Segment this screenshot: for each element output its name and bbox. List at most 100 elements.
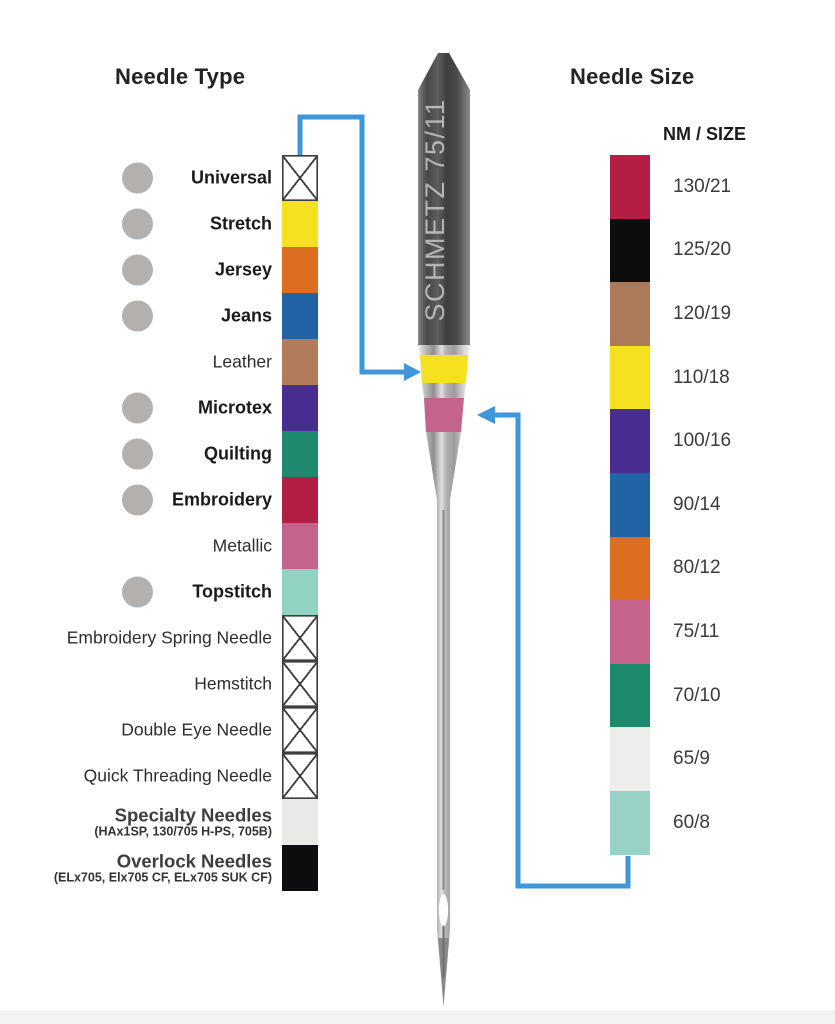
needle-type-row: Overlock Needles (ELx705, Elx705 CF, ELx… <box>40 845 318 891</box>
needle-size-row: 130/21 <box>610 155 835 219</box>
type-label-wrap: Jersey <box>40 260 272 280</box>
type-label-wrap: Microtex <box>40 397 272 418</box>
type-color-swatch <box>282 707 318 753</box>
needle-size-label: 75/11 <box>673 620 720 642</box>
type-label-wrap: Specialty Needles (HAx1SP, 130/705 H-PS,… <box>40 806 272 839</box>
needle-size-row: 70/10 <box>610 663 835 728</box>
needle-size-title: Needle Size <box>570 64 695 89</box>
type-label-wrap: Stretch <box>40 214 272 234</box>
nm-size-header: NM / SIZE <box>663 124 747 144</box>
type-label-wrap: Double Eye Needle <box>40 720 272 740</box>
needle-type-row: Microtex <box>40 385 318 431</box>
needle-type-row: Quick Threading Needle <box>40 753 318 799</box>
needle-illustration: SCHMETZ 75/11 <box>418 53 470 1008</box>
needle-type-label: Metallic <box>212 535 272 556</box>
needle-size-list: 130/21 125/20 120/19 110/18 100/16 90/14… <box>610 155 835 855</box>
size-color-swatch <box>610 409 650 473</box>
type-label-wrap: Embroidery Spring Needle <box>40 627 272 648</box>
type-color-swatch <box>282 201 318 247</box>
needle-type-label: Microtex <box>197 397 272 418</box>
type-dot <box>122 392 153 424</box>
type-color-swatch <box>282 155 318 201</box>
needle-type-row: Leather <box>40 339 318 385</box>
needle-size-row: 120/19 <box>610 282 835 346</box>
type-color-swatch <box>282 293 318 339</box>
needle-type-label: Quilting <box>204 443 272 464</box>
needle-type-row: Embroidery Spring Needle <box>40 615 318 661</box>
needle-size-row: 60/8 <box>610 790 835 855</box>
needle-size-row: 65/9 <box>610 727 835 791</box>
needle-type-title: Needle Type <box>115 64 246 89</box>
type-label-wrap: Quick Threading Needle <box>40 765 272 786</box>
type-dot <box>122 208 153 240</box>
size-color-swatch <box>610 790 650 855</box>
needle-type-label: Overlock Needles <box>116 850 272 872</box>
needle-type-label: Leather <box>212 351 272 372</box>
needle-type-row: Specialty Needles (HAx1SP, 130/705 H-PS,… <box>40 799 318 845</box>
needle-size-label: 100/16 <box>673 430 732 452</box>
needle-shank <box>418 53 470 345</box>
size-color-swatch <box>610 282 650 346</box>
type-label-wrap: Leather <box>40 351 272 372</box>
needle-size-band <box>424 398 464 432</box>
size-color-swatch <box>610 345 650 410</box>
needle-type-row: Universal <box>40 155 318 201</box>
type-label-wrap: Quilting <box>40 443 272 464</box>
needle-type-label: Jeans <box>220 305 272 326</box>
type-dot <box>122 438 153 470</box>
type-color-swatch <box>282 845 318 891</box>
needle-size-label: 80/12 <box>673 557 721 579</box>
type-dot <box>122 484 153 516</box>
size-color-swatch <box>610 472 650 537</box>
needle-size-row: 100/16 <box>610 409 835 473</box>
needle-type-row: Double Eye Needle <box>40 707 318 753</box>
needle-type-label: Embroidery Spring Needle <box>66 627 272 648</box>
size-color-swatch <box>610 218 650 283</box>
type-color-swatch <box>282 615 318 661</box>
needle-type-sublabel: (HAx1SP, 130/705 H-PS, 705B) <box>94 824 272 839</box>
needle-size-label: 60/8 <box>673 811 710 833</box>
needle-size-label: 125/20 <box>673 239 732 261</box>
size-color-swatch <box>610 155 650 219</box>
type-dot <box>122 576 153 608</box>
type-color-swatch <box>282 385 318 431</box>
type-label-wrap: Overlock Needles (ELx705, Elx705 CF, ELx… <box>40 852 272 885</box>
type-label-wrap: Metallic <box>40 535 272 556</box>
needle-type-row: Embroidery <box>40 477 318 523</box>
needle-size-row: 90/14 <box>610 472 835 537</box>
needle-size-row: 110/18 <box>610 345 835 410</box>
needle-size-label: 70/10 <box>673 684 721 706</box>
needle-type-label: Embroidery <box>171 489 272 510</box>
type-label-wrap: Hemstitch <box>40 673 272 694</box>
needle-size-row: 75/11 <box>610 600 835 664</box>
needle-type-label: Universal <box>190 167 272 188</box>
needle-type-list: Universal Stretch Jersey Jeans Leather <box>40 155 318 891</box>
needle-type-label: Specialty Needles <box>114 804 272 826</box>
type-dot <box>122 300 153 332</box>
type-color-swatch <box>282 799 318 845</box>
needle-size-label: 65/9 <box>673 748 710 770</box>
type-dot <box>122 254 153 286</box>
needle-type-row: Topstitch <box>40 569 318 615</box>
size-color-swatch <box>610 663 650 728</box>
needle-eye <box>438 894 449 926</box>
needle-type-label: Hemstitch <box>194 673 272 694</box>
type-color-swatch <box>282 569 318 615</box>
needle-type-label: Quick Threading Needle <box>83 765 272 786</box>
type-label-wrap: Universal <box>40 167 272 188</box>
needle-size-row: 125/20 <box>610 218 835 283</box>
size-color-swatch <box>610 536 650 601</box>
size-color-swatch <box>610 600 650 664</box>
needle-type-band <box>420 355 468 383</box>
footer-band <box>0 1010 835 1024</box>
needle-type-row: Jeans <box>40 293 318 339</box>
type-color-swatch <box>282 523 318 569</box>
type-color-swatch <box>282 661 318 707</box>
type-color-swatch <box>282 339 318 385</box>
needle-size-label: 110/18 <box>673 366 730 388</box>
needle-size-label: 130/21 <box>673 175 732 197</box>
type-color-swatch <box>282 477 318 523</box>
needle-size-label: 120/19 <box>673 302 732 324</box>
needle-type-row: Quilting <box>40 431 318 477</box>
